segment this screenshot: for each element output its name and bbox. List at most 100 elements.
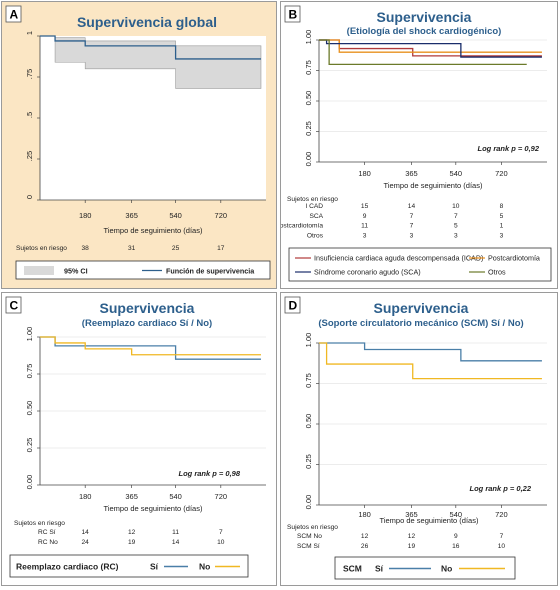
legend-swatch-ci xyxy=(24,266,54,275)
y-ticks: 0.00 0.25 0.50 0.75 1.00 xyxy=(304,333,319,509)
legend-label-otros: Otros xyxy=(488,268,506,277)
risk-table: I CAD 15 14 10 8 SCA 9 7 7 5 Postcardiotomía 11 7 5 1 O… xyxy=(275,203,504,239)
y-tick-label: .25 xyxy=(25,151,34,161)
x-ticks: 180 365 540 720 xyxy=(79,200,227,220)
risk-cell: 16 xyxy=(452,543,460,550)
panel-d: D Supervivencia (Soporte circulatorio me… xyxy=(280,292,558,586)
gridlines xyxy=(40,336,266,449)
risk-cell: 10 xyxy=(452,203,460,210)
risk-table-title: Sujetos en riesgo xyxy=(287,196,338,203)
chart-b: B Supervivencia (Etiología del shock car… xyxy=(275,5,552,282)
risk-cell: 1 xyxy=(500,223,504,230)
ci-band xyxy=(40,35,262,89)
x-tick-label: 720 xyxy=(495,510,508,519)
y-tick-label: 0.50 xyxy=(25,401,34,416)
chart-title: Supervivencia global xyxy=(77,14,217,30)
risk-cell: 9 xyxy=(454,533,458,540)
risk-cell: 31 xyxy=(128,245,136,252)
chart-c: C Supervivencia (Reemplazo cardiaco Sí /… xyxy=(5,296,266,578)
x-tick-label: 365 xyxy=(405,169,418,178)
risk-cell: 12 xyxy=(361,533,369,540)
x-axis-label: Tiempo de seguimiento (días) xyxy=(104,504,203,513)
risk-cell: 5 xyxy=(454,223,458,230)
series-line-0 xyxy=(40,35,261,60)
chart-a: A Supervivencia global 0 .25 .5 .75 1 180 365… xyxy=(5,5,271,280)
y-tick-label: 0.75 xyxy=(304,60,313,75)
series-lines xyxy=(319,39,542,66)
legend-label-si: Sí xyxy=(150,562,159,572)
risk-cell: 3 xyxy=(363,232,367,239)
panel-letter-box xyxy=(284,296,301,314)
risk-cell: 5 xyxy=(500,213,504,220)
chart-subtitle: (Reemplazo cardiaco Sí / No) xyxy=(82,318,212,329)
risk-cell: 19 xyxy=(408,543,416,550)
series-lines xyxy=(40,35,261,60)
legend-label-icad: Insuficiencia cardiaca aguda descompensa… xyxy=(314,254,483,263)
panel-letter: C xyxy=(10,299,19,313)
risk-row-label: SCM Sí xyxy=(297,543,320,550)
chart-title: Supervivencia xyxy=(377,9,472,25)
risk-cell: 3 xyxy=(454,232,458,239)
chart-subtitle: (Soporte circulatorio mecánico (SCM) Sí … xyxy=(318,318,523,329)
series-line-1 xyxy=(319,342,542,380)
series-line-0 xyxy=(40,336,261,360)
y-tick-label: 0.25 xyxy=(304,121,313,136)
x-ticks: 180 365 540 720 xyxy=(79,485,227,501)
series-lines xyxy=(319,342,542,380)
x-tick-label: 180 xyxy=(79,211,92,220)
risk-cell: 25 xyxy=(172,245,180,252)
panel-letter: A xyxy=(10,8,19,22)
y-tick-label: 1.00 xyxy=(304,333,313,348)
legend xyxy=(288,247,552,282)
log-rank-annotation: Log rank p = 0,92 xyxy=(478,144,540,153)
legend-label-postcardiotomia: Postcardiotomía xyxy=(488,254,540,263)
x-axis-label: Tiempo de seguimiento (días) xyxy=(104,226,203,235)
risk-cell: 7 xyxy=(410,223,414,230)
risk-cell: 7 xyxy=(410,213,414,220)
series-line-3 xyxy=(319,39,527,66)
legend-label-ci: 95% CI xyxy=(64,267,88,276)
x-ticks: 180 365 540 720 xyxy=(358,505,508,519)
risk-cell: 9 xyxy=(363,213,367,220)
risk-cell: 10 xyxy=(498,543,506,550)
y-tick-label: .5 xyxy=(25,112,34,118)
series-line-0 xyxy=(319,39,542,57)
risk-row-label: Otros xyxy=(307,232,324,239)
risk-cell: 24 xyxy=(82,539,90,546)
risk-cell: 14 xyxy=(408,203,416,210)
legend-title: Reemplazo cardiaco (RC) xyxy=(16,562,119,572)
x-tick-label: 720 xyxy=(215,211,228,220)
risk-cell: 3 xyxy=(410,232,414,239)
risk-table: SCM No 12 12 9 7 SCM Sí 26 19 16 10 xyxy=(297,533,505,550)
panel-c: C Supervivencia (Reemplazo cardiaco Sí /… xyxy=(1,292,277,586)
risk-table: 38 31 25 17 xyxy=(82,245,225,252)
x-tick-label: 180 xyxy=(79,492,92,501)
log-rank-annotation: Log rank p = 0,22 xyxy=(470,484,532,493)
y-tick-label: 1.00 xyxy=(304,30,313,45)
risk-cell: 19 xyxy=(128,539,136,546)
chart-subtitle: (Etiología del shock cardiogénico) xyxy=(347,26,502,37)
risk-cell: 11 xyxy=(361,223,368,230)
x-tick-label: 365 xyxy=(125,211,138,220)
y-tick-label: 0.25 xyxy=(25,438,34,453)
panel-b: B Supervivencia (Etiología del shock car… xyxy=(275,1,558,289)
chart-title: Supervivencia xyxy=(100,300,195,316)
series-line-1 xyxy=(319,39,542,53)
y-tick-label: 0 xyxy=(25,195,34,199)
y-tick-label: 0.00 xyxy=(304,152,313,167)
y-ticks: 0.00 0.25 0.50 0.75 1.00 xyxy=(304,30,319,167)
risk-cell: 7 xyxy=(500,533,504,540)
x-tick-label: 540 xyxy=(169,211,182,220)
log-rank-annotation: Log rank p = 0,98 xyxy=(179,469,241,478)
risk-cell: 7 xyxy=(219,529,223,536)
risk-cell: 14 xyxy=(82,529,90,536)
risk-cell: 8 xyxy=(500,203,504,210)
legend-label-si: Sí xyxy=(375,564,384,574)
x-tick-label: 365 xyxy=(125,492,138,501)
risk-cell: 17 xyxy=(217,245,225,252)
legend-label-no: No xyxy=(441,564,452,574)
series-line-1 xyxy=(40,336,261,356)
panel-letter: B xyxy=(289,8,298,22)
panel-letter-box xyxy=(5,5,22,23)
x-tick-label: 180 xyxy=(358,169,371,178)
